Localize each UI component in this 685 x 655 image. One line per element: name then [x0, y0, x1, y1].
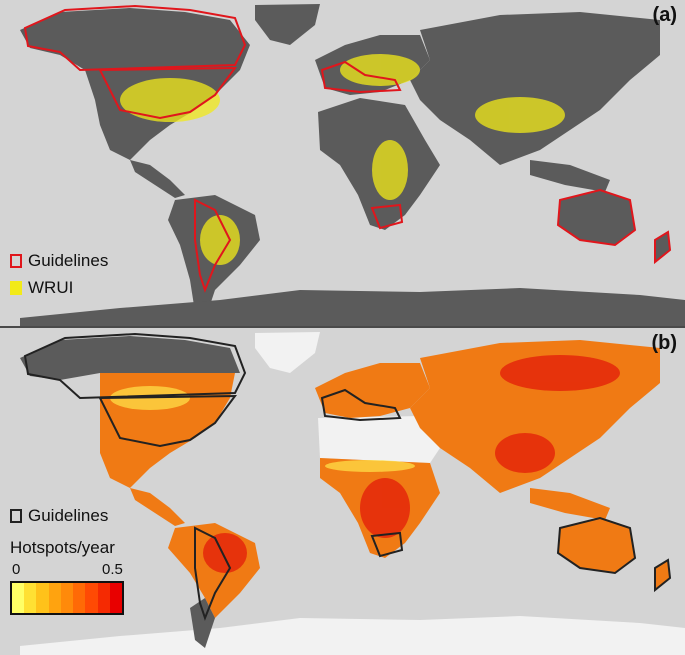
asia: [410, 12, 660, 165]
antarctica-ice: [20, 616, 685, 655]
map-panel-a: (a) Guidelines WRUI: [0, 0, 685, 327]
colorbar-step-8: [109, 583, 122, 613]
guideline-usa: [98, 66, 238, 120]
guideline-new-zealand: [654, 230, 672, 265]
wrui-europe: [340, 54, 420, 86]
hotspot-brazil: [203, 533, 247, 573]
guideline-europe: [320, 60, 402, 94]
wrui-asia: [475, 97, 565, 133]
colorbar-title: Hotspots/year: [10, 538, 115, 557]
yellow-swatch-icon: [10, 281, 22, 295]
antarctica: [20, 288, 685, 327]
guideline-europe: [320, 388, 402, 422]
guideline-new-zealand: [654, 558, 672, 593]
guideline-australia: [556, 516, 637, 575]
greenland: [255, 4, 320, 45]
australia-hotspots: [558, 518, 635, 573]
world-map-wrui: [20, 4, 685, 327]
wrui-north-america: [120, 78, 220, 122]
guideline-australia: [556, 188, 637, 247]
hotspot-africa-south: [360, 478, 410, 538]
hotspot-south-asia: [495, 433, 555, 473]
colorbar-step-4: [60, 583, 74, 613]
colorbar-max-label: 0.5: [102, 561, 123, 578]
panel-label-b: (b): [651, 332, 677, 354]
world-map-hotspots: [20, 332, 685, 655]
lowspot-sahel-edge: [325, 460, 415, 472]
map-panel-b: (b) Guidelines Hotspots/year 0 0.5: [0, 328, 685, 655]
colorbar-step-5: [73, 583, 86, 613]
colorbar-step-6: [85, 583, 98, 613]
legend-label: Guidelines: [28, 506, 109, 525]
wrui-areas: [120, 54, 565, 265]
hotspot-colorbar: [10, 581, 124, 615]
guideline-outlines-b: [23, 332, 672, 621]
legend-item-guidelines-a: Guidelines: [10, 251, 108, 271]
guideline-south-africa: [370, 203, 404, 230]
colorbar-step-7: [97, 583, 110, 613]
sahara-desert: [318, 416, 440, 463]
guideline-south-africa: [370, 531, 404, 558]
panel-divider: [0, 326, 685, 329]
australia: [558, 190, 635, 245]
legend-label: Guidelines: [28, 251, 109, 270]
panel-label-a: (a): [652, 4, 677, 26]
colorbar-step-2: [36, 583, 49, 613]
canadian-arctic: [20, 336, 240, 380]
black-outline-swatch-icon: [10, 509, 22, 523]
wrui-africa: [372, 140, 408, 200]
guideline-chile-argentina: [194, 198, 232, 293]
europe-hotspots: [315, 363, 430, 418]
central-america-hotspots: [130, 488, 185, 526]
greenland-ice: [255, 332, 320, 373]
legend-label: WRUI: [28, 278, 74, 297]
ice-and-deserts: [20, 332, 685, 655]
new-zealand: [655, 232, 670, 262]
wrui-south-america: [200, 215, 240, 265]
new-zealand-hotspots: [655, 560, 670, 590]
legend-item-wrui: WRUI: [10, 278, 73, 298]
southeast-asia-hotspots: [530, 488, 610, 520]
guideline-outlines-a: [23, 4, 672, 293]
guideline-canada: [23, 332, 247, 400]
southeast-asia-islands: [530, 160, 610, 192]
guideline-chile-argentina: [194, 526, 232, 621]
central-america: [130, 160, 185, 198]
guideline-canada: [23, 4, 247, 72]
colorbar-step-0: [12, 583, 25, 613]
north-america: [20, 8, 250, 160]
hotspot-siberia: [500, 355, 620, 391]
legend-item-guidelines-b: Guidelines: [10, 506, 108, 526]
colorbar-step-1: [24, 583, 37, 613]
continents: [20, 4, 685, 327]
colorbar-step-3: [48, 583, 61, 613]
guideline-usa: [98, 394, 238, 448]
colorbar-min-label: 0: [12, 561, 21, 578]
red-outline-swatch-icon: [10, 254, 22, 268]
high-hotspot-areas: [203, 355, 620, 573]
